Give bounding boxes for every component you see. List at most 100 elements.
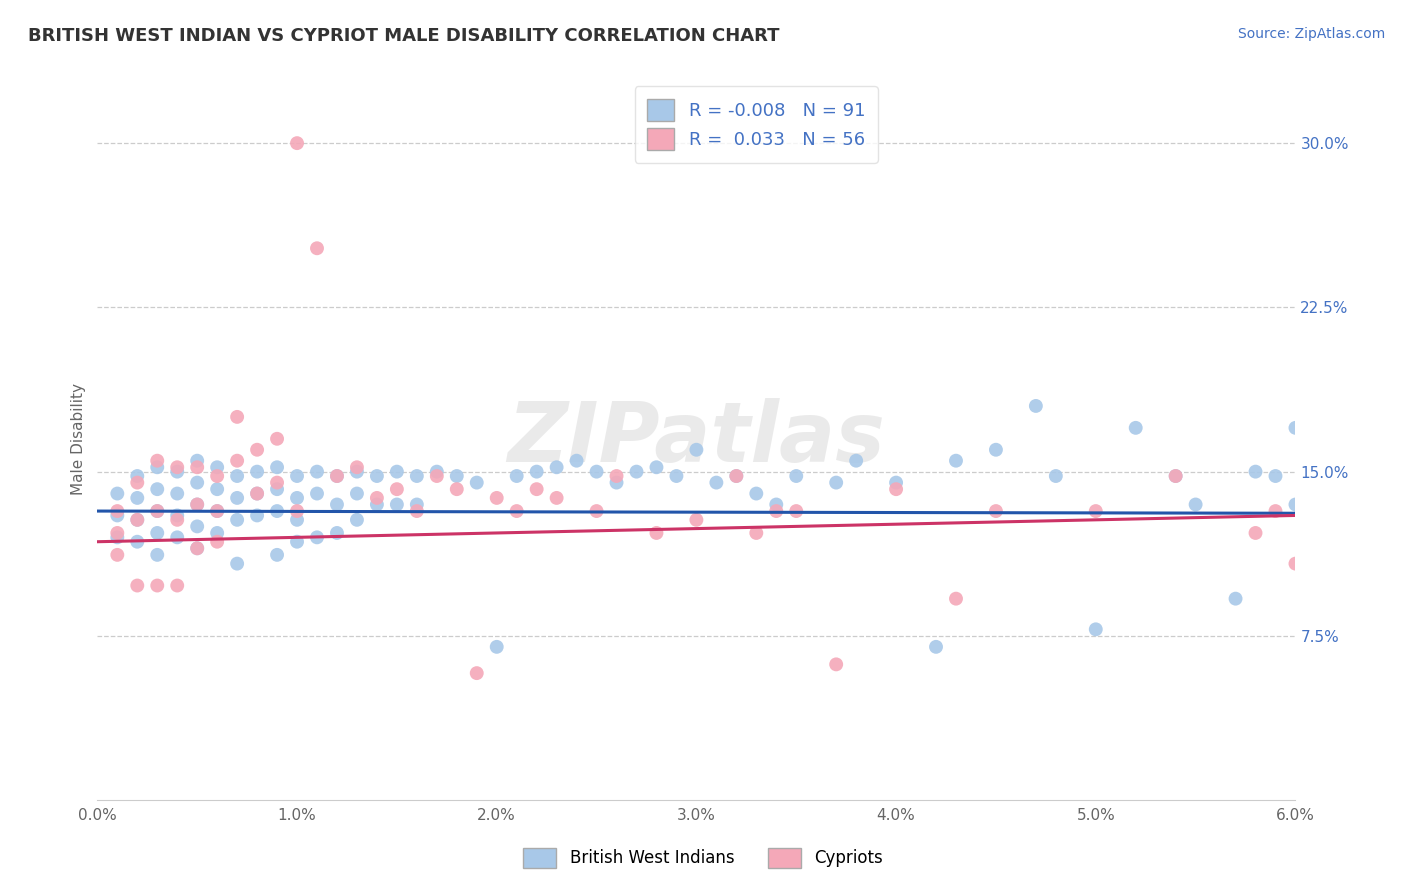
Point xyxy=(405,498,427,512)
Point xyxy=(405,469,427,483)
Point xyxy=(266,482,288,496)
Point xyxy=(745,525,768,540)
Point xyxy=(186,519,208,533)
Point xyxy=(326,525,349,540)
Legend: R = -0.008   N = 91, R =  0.033   N = 56: R = -0.008 N = 91, R = 0.033 N = 56 xyxy=(634,87,877,163)
Point xyxy=(146,578,169,592)
Point xyxy=(485,491,508,505)
Point xyxy=(984,504,1007,518)
Point xyxy=(326,469,349,483)
Point xyxy=(405,504,427,518)
Point xyxy=(346,513,368,527)
Point xyxy=(1184,498,1206,512)
Point xyxy=(845,453,868,467)
Point xyxy=(825,657,848,672)
Point xyxy=(725,469,748,483)
Point xyxy=(186,460,208,475)
Point xyxy=(127,475,149,490)
Point xyxy=(765,498,787,512)
Point xyxy=(326,498,349,512)
Point xyxy=(385,498,408,512)
Point xyxy=(305,465,328,479)
Point xyxy=(685,442,707,457)
Point xyxy=(1284,557,1306,571)
Point xyxy=(246,486,269,500)
Point xyxy=(146,460,169,475)
Point xyxy=(205,469,228,483)
Point xyxy=(385,482,408,496)
Point xyxy=(305,241,328,255)
Point xyxy=(246,486,269,500)
Point xyxy=(205,534,228,549)
Point xyxy=(1164,469,1187,483)
Point xyxy=(166,465,188,479)
Point xyxy=(105,508,128,523)
Point xyxy=(205,504,228,518)
Point xyxy=(186,475,208,490)
Point xyxy=(685,513,707,527)
Point xyxy=(127,513,149,527)
Text: ZIPatlas: ZIPatlas xyxy=(508,399,886,479)
Point xyxy=(266,548,288,562)
Point xyxy=(984,442,1007,457)
Point xyxy=(205,525,228,540)
Point xyxy=(285,136,308,150)
Point xyxy=(725,469,748,483)
Point xyxy=(606,475,628,490)
Point xyxy=(505,469,527,483)
Point xyxy=(446,469,468,483)
Point xyxy=(1125,421,1147,435)
Point xyxy=(205,460,228,475)
Point xyxy=(166,578,188,592)
Point xyxy=(585,504,607,518)
Point xyxy=(285,491,308,505)
Point xyxy=(146,548,169,562)
Point xyxy=(706,475,728,490)
Point xyxy=(186,498,208,512)
Point xyxy=(884,482,907,496)
Point xyxy=(266,475,288,490)
Point xyxy=(546,460,568,475)
Point xyxy=(366,498,388,512)
Point xyxy=(326,469,349,483)
Point xyxy=(127,491,149,505)
Point xyxy=(166,530,188,544)
Point xyxy=(1244,465,1267,479)
Point xyxy=(645,460,668,475)
Point xyxy=(465,666,488,681)
Point xyxy=(346,486,368,500)
Point xyxy=(1045,469,1067,483)
Point xyxy=(246,442,269,457)
Point xyxy=(305,486,328,500)
Point xyxy=(505,504,527,518)
Point xyxy=(146,525,169,540)
Point xyxy=(1284,498,1306,512)
Point xyxy=(146,482,169,496)
Point xyxy=(186,498,208,512)
Point xyxy=(785,469,807,483)
Point xyxy=(127,469,149,483)
Point xyxy=(246,465,269,479)
Point xyxy=(485,640,508,654)
Legend: British West Indians, Cypriots: British West Indians, Cypriots xyxy=(516,841,890,875)
Point xyxy=(825,475,848,490)
Point xyxy=(226,491,249,505)
Point xyxy=(925,640,948,654)
Point xyxy=(385,465,408,479)
Point xyxy=(585,465,607,479)
Point xyxy=(945,453,967,467)
Point xyxy=(1264,469,1286,483)
Point xyxy=(626,465,648,479)
Point xyxy=(945,591,967,606)
Point xyxy=(645,525,668,540)
Point xyxy=(285,504,308,518)
Point xyxy=(226,409,249,424)
Y-axis label: Male Disability: Male Disability xyxy=(72,383,86,495)
Point xyxy=(146,504,169,518)
Point xyxy=(246,508,269,523)
Point xyxy=(205,482,228,496)
Point xyxy=(105,548,128,562)
Point xyxy=(1164,469,1187,483)
Point xyxy=(166,486,188,500)
Point xyxy=(285,469,308,483)
